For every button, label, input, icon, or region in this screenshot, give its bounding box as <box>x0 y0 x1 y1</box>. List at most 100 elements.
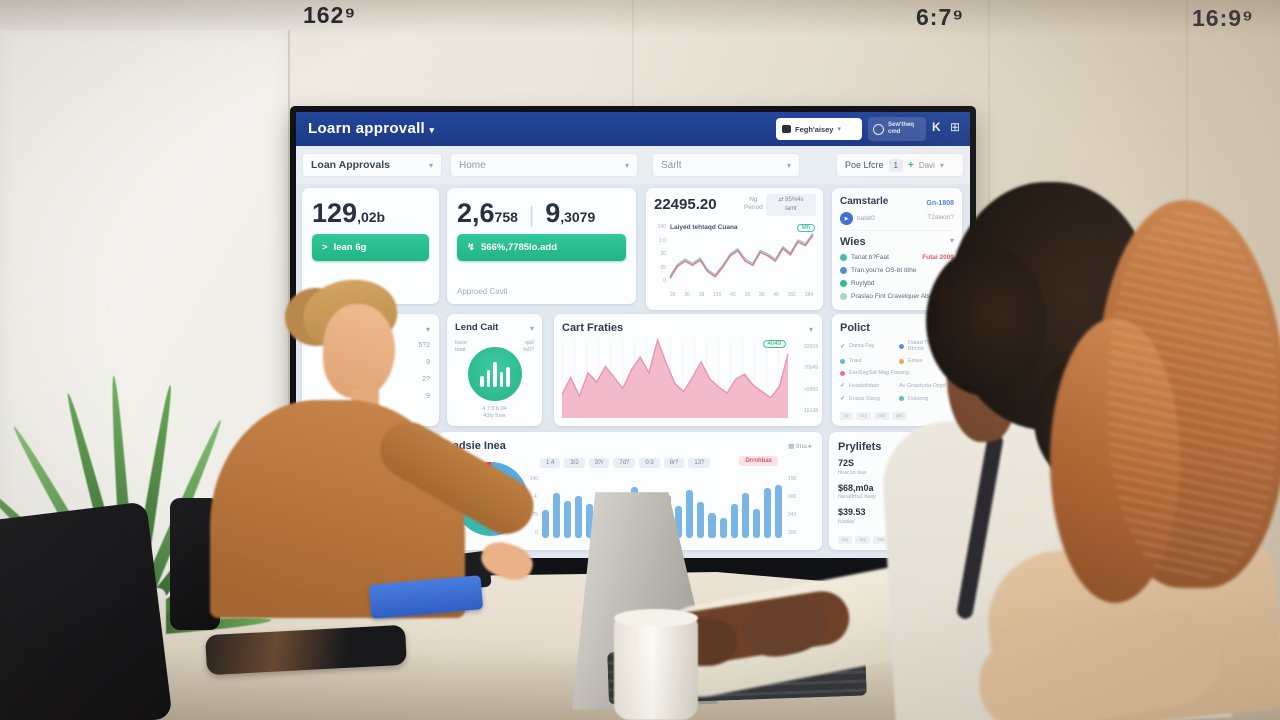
auburn-hair <box>1050 200 1280 603</box>
check-icon: ✓ <box>840 343 846 350</box>
page-label: Poe Lfcre <box>845 160 884 170</box>
avatar-row[interactable]: ▶ balat0 <box>840 212 875 225</box>
dashboard-title[interactable]: Loarn approvall ▾ <box>308 112 434 146</box>
arrow-right-icon: ▸ <box>808 443 812 450</box>
wallet-sub-1: hnacso tiaa <box>838 470 867 476</box>
wall-number-center: 6:7⁹ <box>916 4 965 30</box>
comments-title: Camstarle <box>840 196 889 207</box>
x-axis-labels: 26 36 18 120 43 18 20 46 182 184 <box>670 292 813 298</box>
balance-card: 22495.20 Ng Penod ⇄ 85%4s lamt Laiyed teht… <box>646 188 823 310</box>
balance-chart: Laiyed tehtaqd Cuana Mh 140 1:0 20 05 0 26 36… <box>654 224 815 302</box>
compare-button[interactable]: ⇄ 85%4s lamt <box>766 194 816 216</box>
face <box>323 304 395 398</box>
ladder-menu[interactable]: ▦ tma ▸ <box>788 443 812 450</box>
policy-item[interactable]: Datsong <box>899 395 954 402</box>
wallet-sub-2: hanattrtu2 tiaay <box>838 494 876 500</box>
views-section-header[interactable]: Wies ▾ <box>840 236 954 248</box>
chevron-down-icon: ▾ <box>786 160 791 170</box>
gear-icon <box>840 254 847 261</box>
policy-pager[interactable]: ay tay oat aat <box>840 409 910 420</box>
policy-item[interactable]: Av Gnasturta-Dygd <box>899 382 946 389</box>
line-chart <box>670 234 813 286</box>
policy-item[interactable]: ✓ Enass Slang <box>840 395 880 403</box>
secondary-button-label: Sew'theq cmd <box>888 121 915 135</box>
gauge-circle <box>468 347 522 401</box>
policy-item[interactable]: Traut <box>840 358 895 364</box>
flow-badge: 4049 <box>762 340 786 348</box>
filter-label: Home <box>459 159 486 171</box>
title-caret-icon: ▾ <box>429 125 435 135</box>
gauge-right-label: qa0 fa0? <box>523 340 534 354</box>
approvals-value-sub: ,02b <box>357 209 386 225</box>
policy-item[interactable]: ✓ Hsadstiidato <box>840 382 880 390</box>
total-value-2: 9 <box>545 198 561 228</box>
balance-value: 22495.20 <box>654 196 717 213</box>
person-blonde-woman <box>195 273 544 628</box>
total-value-1-sub: 758 <box>494 209 518 225</box>
arrow-icon <box>840 267 847 274</box>
policy-item[interactable]: ✓ Danta Fay <box>840 343 875 350</box>
y-axis-labels: 140 1:0 20 05 0 <box>657 224 666 284</box>
arrow-right-icon: > <box>322 242 328 253</box>
chevron-down-icon: ▾ <box>808 325 813 334</box>
play-avatar-icon: ▶ <box>840 212 853 225</box>
list-item[interactable]: Tran.you're OS-bt tithe <box>840 267 954 274</box>
policy-title: Polict <box>840 322 870 334</box>
flow-right-labels: 62024 76049 +5956 15138 <box>803 344 818 414</box>
k-icon[interactable]: K <box>932 120 941 134</box>
plus-icon[interactable]: + <box>907 159 914 171</box>
chevron-down-icon: ▾ <box>529 324 534 333</box>
list-item[interactable]: Praslao Fint Cravelquer Abat <box>840 293 954 300</box>
add-label: Davi <box>918 160 935 170</box>
policy-item[interactable]: EanSagSat Mag Fasang <box>840 370 954 376</box>
circle-icon <box>840 358 845 364</box>
office-chair <box>0 501 173 720</box>
approvals-value: 129 <box>312 198 358 228</box>
bolt-icon: ↯ <box>467 242 475 253</box>
area-chart <box>562 340 788 418</box>
wallet-title: Prylifets <box>838 441 882 453</box>
gauge-left-label: kaoe baat <box>455 340 467 354</box>
flow-card: Cart Fraties ▾ 4049 62024 76049 +5956 15138 <box>554 314 822 426</box>
filter-home[interactable]: Home ▾ <box>450 153 638 177</box>
gauge-footer: 4 7:6 b.04 43ty fuse <box>482 405 507 419</box>
filter-label: Sarlt <box>661 159 682 171</box>
calendar-icon: ▦ <box>788 443 795 450</box>
policy-item[interactable]: Emea <box>899 358 954 364</box>
filter-sort[interactable]: Sarlt ▾ <box>652 153 800 177</box>
policy-grid: ✓ Danta Fay Datad Tris Angr Bbcho Traut E… <box>840 340 954 402</box>
circle-icon <box>899 343 904 349</box>
grid-icon[interactable]: ⊞ <box>950 120 961 134</box>
active-tab[interactable]: Drrnhbas <box>739 456 778 466</box>
totals-card: 2,6758 | 9,3079 ↯ 566%,7785lo.add Approe… <box>447 188 636 304</box>
divider <box>840 230 954 231</box>
ations-values: 5?2 9 2?:9 <box>418 342 430 400</box>
button-label: 566%,7785lo.add <box>480 242 558 253</box>
period-tabs[interactable]: 1:4 3/2 3?r 7d? 0:3 8r? 13? <box>540 456 810 468</box>
policy-item[interactable]: Datad Tris Angr Bbcho <box>899 340 954 352</box>
filter-bar: Loan Approvals ▾ Home ▾ Sarlt ▾ Poe Lfcre 1… <box>296 146 970 184</box>
filter-loan-approvals[interactable]: Loan Approvals ▾ <box>302 153 442 177</box>
briefcase-icon <box>782 125 791 133</box>
gauge-bars <box>480 359 510 387</box>
amount-action-button[interactable]: ↯ 566%,7785lo.add <box>457 234 626 261</box>
circle-icon <box>840 370 845 376</box>
chevron-down-icon: ▾ <box>624 160 629 170</box>
coffee-cup <box>614 609 698 720</box>
chart-badge: Mh <box>796 224 815 232</box>
page-badge: 1 <box>888 158 903 172</box>
check-circle-icon <box>840 280 847 287</box>
total-value-1: 2,6 <box>457 198 495 228</box>
wall-number-left: 162⁹ <box>303 2 357 28</box>
profile-button[interactable]: Fegh'aisey ▾ <box>776 118 862 140</box>
hair-strands <box>1108 210 1278 578</box>
area-chart-region <box>562 340 788 418</box>
secondary-header-button[interactable]: Sew'theq cmd <box>868 117 926 141</box>
list-item[interactable]: Tanat b?Faat Futai 2009 <box>840 254 954 261</box>
loan-action-button[interactable]: > lean 6g <box>312 234 429 261</box>
chevron-down-icon: ▾ <box>939 160 944 170</box>
check-icon: ✓ <box>840 396 846 402</box>
page-control[interactable]: Poe Lfcre 1 + Davi ▾ <box>836 153 964 177</box>
divider: | <box>528 202 535 227</box>
